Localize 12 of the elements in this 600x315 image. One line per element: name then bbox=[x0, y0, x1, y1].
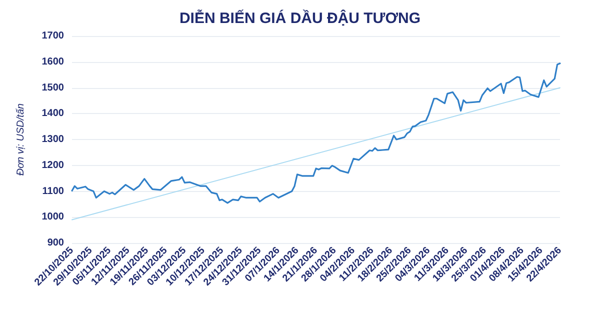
y-tick-label: 1000 bbox=[42, 212, 64, 223]
chart-title: DIỄN BIẾN GIÁ DẦU ĐẬU TƯƠNG bbox=[179, 9, 421, 27]
line-series bbox=[71, 62, 561, 204]
y-tick-label: 1500 bbox=[42, 82, 64, 94]
y-tick-label: 1100 bbox=[42, 186, 64, 197]
y-tick-label: 1400 bbox=[42, 108, 64, 120]
y-tick-label: 900 bbox=[47, 238, 64, 248]
y-tick-label: 1300 bbox=[42, 134, 64, 145]
y-tick-label: 1600 bbox=[42, 56, 64, 68]
y-tick-label: 1200 bbox=[42, 160, 64, 171]
y-axis-title: Đơn vị: USD/tấn bbox=[16, 102, 26, 176]
y-tick-label: 1700 bbox=[42, 30, 64, 42]
